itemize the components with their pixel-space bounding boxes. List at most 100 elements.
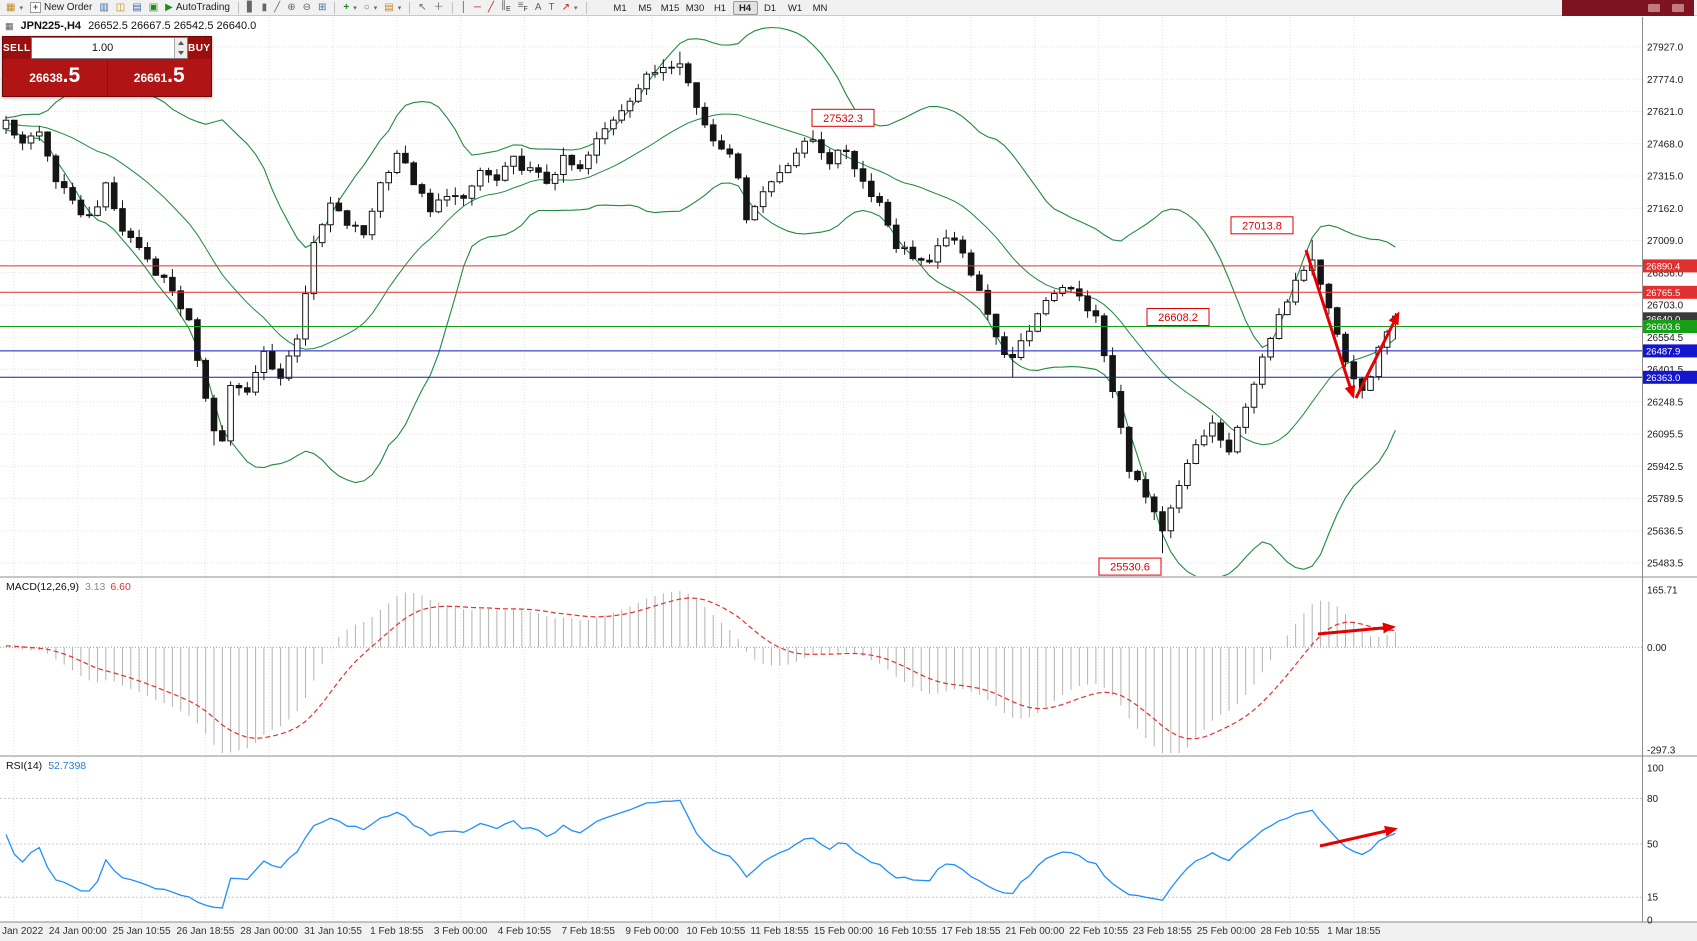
price-tick-label: 27621.0 xyxy=(1647,107,1684,118)
timeframe-m1[interactable]: M1 xyxy=(608,1,633,15)
terminal-button[interactable]: ▣ xyxy=(146,1,161,15)
indicators-button[interactable]: + ▾ xyxy=(340,1,359,15)
timeframe-m5[interactable]: M5 xyxy=(633,1,658,15)
order-panel-top-row: SELL BUY xyxy=(3,37,211,59)
time-tick-label: 23 Feb 18:55 xyxy=(1133,926,1192,937)
new-order-icon: + xyxy=(29,2,41,13)
macd-label: MACD(12,26,9) 3.13 6.60 xyxy=(6,581,131,593)
arrows-tool-button[interactable]: ↗ ▾ xyxy=(559,1,581,15)
timeframe-h4[interactable]: H4 xyxy=(732,0,758,15)
price-axis[interactable] xyxy=(1643,17,1697,922)
rsi-label: RSI(14) 52.7398 xyxy=(6,760,86,772)
price-annotation[interactable]: 25530.6 xyxy=(1098,557,1162,576)
chevron-down-icon: ▾ xyxy=(373,4,378,12)
zoom-out-button[interactable]: ⊖ xyxy=(300,1,314,15)
annotation-text: 27013.8 xyxy=(1242,220,1282,232)
new-chart-icon: ▦ xyxy=(6,2,16,13)
new-order-button[interactable]: + New Order xyxy=(27,1,95,15)
timeframe-w1[interactable]: W1 xyxy=(783,1,808,15)
equidistant-channel-button[interactable]: ∥E xyxy=(498,0,514,15)
price-tick-label: 26248.5 xyxy=(1647,397,1684,408)
bull-candles xyxy=(2,63,1391,532)
data-window-button[interactable]: ◫ xyxy=(113,1,128,15)
timeframe-m15[interactable]: M15 xyxy=(658,1,683,15)
toolbar-separator xyxy=(334,1,336,14)
price-tick-label: 27468.0 xyxy=(1647,139,1684,150)
trend-arrow[interactable] xyxy=(1354,311,1400,399)
price-annotation[interactable]: 27532.3 xyxy=(811,108,875,127)
sell-button[interactable]: SELL xyxy=(3,37,31,59)
volume-input[interactable] xyxy=(31,38,174,58)
price-tick-label: 27162.0 xyxy=(1647,204,1684,215)
price-tick-label: 25636.5 xyxy=(1647,526,1684,537)
navigator-icon: ▤ xyxy=(132,2,142,13)
trendline-button[interactable]: ╱ xyxy=(485,1,497,15)
timeframe-mn[interactable]: MN xyxy=(808,1,833,15)
market-watch-button[interactable]: ▥ xyxy=(96,1,111,15)
bar-chart-button[interactable]: ▋ xyxy=(244,1,258,15)
text-label-button[interactable]: T xyxy=(546,1,558,15)
new-chart-button[interactable]: ▦ ▾ xyxy=(3,1,26,15)
line-chart-button[interactable]: ╱ xyxy=(271,1,283,15)
cursor-button[interactable]: ↖ xyxy=(415,1,429,15)
vertical-line-button[interactable]: │ xyxy=(458,1,470,15)
volume-up-button[interactable] xyxy=(175,38,187,48)
annotation-box xyxy=(1146,308,1210,326)
trend-arrow[interactable] xyxy=(1304,249,1356,399)
price-pane xyxy=(2,26,1399,576)
time-tick-label: 1 Mar 18:55 xyxy=(1327,926,1381,937)
price-tick-label: 27315.0 xyxy=(1647,172,1684,183)
zoom-in-button[interactable]: ⊕ xyxy=(284,1,298,15)
buy-price[interactable]: 26661 .5 xyxy=(108,59,212,96)
buy-button[interactable]: BUY xyxy=(187,37,211,59)
time-tick-label: 28 Jan 00:00 xyxy=(240,926,298,937)
fibonacci-button[interactable]: ≡F xyxy=(515,0,531,15)
cursor-icon: ↖ xyxy=(418,2,427,13)
horizontal-line-button[interactable]: ─ xyxy=(471,1,484,15)
time-tick-label: 31 Jan 10:55 xyxy=(304,926,362,937)
price-annotation[interactable]: 27013.8 xyxy=(1230,216,1294,235)
navigator-button[interactable]: ▤ xyxy=(129,1,144,15)
time-axis[interactable] xyxy=(0,922,1697,941)
timeframe-m30[interactable]: M30 xyxy=(683,1,708,15)
tile-windows-button[interactable]: ⊞ xyxy=(315,1,329,15)
price-tick-label: 25942.5 xyxy=(1647,462,1684,473)
indicators-icon: + xyxy=(343,2,350,13)
trend-arrow[interactable] xyxy=(1317,622,1396,636)
text-button[interactable]: A xyxy=(532,1,545,15)
price-tick-label: 27927.0 xyxy=(1647,43,1684,54)
autotrading-button[interactable]: ▶ AutoTrading xyxy=(162,1,233,15)
volume-down-button[interactable] xyxy=(175,48,187,58)
time-tick-label: 21 Feb 00:00 xyxy=(1005,926,1064,937)
candlestick-button[interactable]: ▮ xyxy=(259,1,271,15)
price-level-badge xyxy=(1643,285,1697,299)
trend-arrow[interactable] xyxy=(1319,825,1398,848)
macd-tick-label: -297.3 xyxy=(1647,746,1676,757)
crosshair-button[interactable]: ＋ xyxy=(431,1,447,15)
bollinger-upper-band xyxy=(5,26,1396,349)
periods-button[interactable]: ○ ▾ xyxy=(361,1,381,15)
time-tick-label: 25 Feb 00:00 xyxy=(1197,926,1256,937)
templates-button[interactable]: ▤ ▾ xyxy=(381,1,404,15)
time-tick-label: 22 Feb 10:55 xyxy=(1069,926,1128,937)
zoom-in-icon: ⊕ xyxy=(287,2,296,13)
rsi-line xyxy=(5,799,1396,909)
price-tick-label: 26095.5 xyxy=(1647,430,1684,441)
bollinger-lower-band xyxy=(5,129,1396,576)
clock-icon: ○ xyxy=(363,2,370,13)
time-tick-label: 10 Feb 10:55 xyxy=(686,926,745,937)
sell-price[interactable]: 26638 .5 xyxy=(3,59,107,96)
sell-price-main: 26638 xyxy=(29,71,63,85)
timeframe-h1[interactable]: H1 xyxy=(708,1,733,15)
time-tick-label: 24 Jan 00:00 xyxy=(49,926,107,937)
price-annotation[interactable]: 26608.2 xyxy=(1146,308,1210,326)
time-tick-label: 3 Feb 00:00 xyxy=(434,926,488,937)
time-tick-label: 7 Feb 18:55 xyxy=(562,926,616,937)
toolbar-separator xyxy=(451,1,453,14)
annotation-text: 26608.2 xyxy=(1158,312,1198,324)
timeframe-d1[interactable]: D1 xyxy=(758,1,783,15)
text-label-icon: T xyxy=(548,2,555,13)
equidistant-channel-icon: ∥E xyxy=(501,0,511,13)
data-window-icon: ◫ xyxy=(115,2,126,13)
